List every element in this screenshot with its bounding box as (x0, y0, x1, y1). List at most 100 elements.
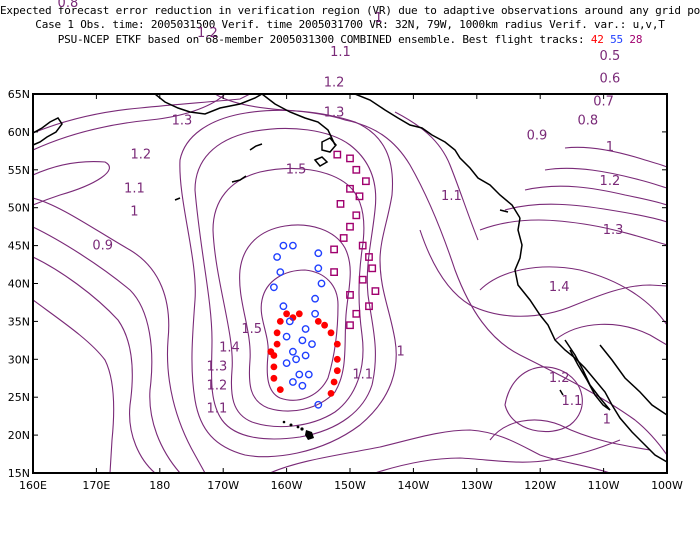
track-28-point (371, 287, 380, 295)
axis-ticks (32, 93, 668, 474)
contour-value-label: 1 (603, 413, 611, 428)
contour-12-left (33, 197, 206, 473)
track-55-point (304, 370, 313, 379)
track-28-point (365, 253, 373, 261)
contour-12-east (479, 266, 667, 326)
contour-09-left (33, 299, 115, 473)
lon-label: 170E (82, 479, 110, 492)
coast-island-c (559, 389, 564, 396)
flight-track-markers (267, 150, 380, 409)
contour-09-upper (33, 94, 226, 151)
lat-label: 60N (8, 126, 30, 139)
track-55-point (292, 355, 300, 364)
track-55-point (282, 332, 291, 341)
track-28-point (330, 245, 338, 254)
contour-value-label: 1.1 (124, 182, 145, 197)
lat-label: 50N (8, 202, 30, 215)
track-28-point (355, 192, 364, 201)
contour-value-label: 1.1 (352, 367, 373, 382)
contour-11-left (33, 226, 181, 473)
track-42-point (327, 390, 335, 397)
title-line-3-text: PSU-NCEP ETKF based on 68-member 2005031… (57, 33, 585, 46)
track-28-point (352, 165, 361, 174)
hawaiian-islands (282, 420, 314, 440)
coastlines (33, 94, 667, 463)
track-42-point (333, 340, 341, 348)
contour-value-label: 1.2 (197, 26, 218, 41)
coast-bc (514, 217, 667, 463)
contour-value-label: 0.9 (527, 129, 548, 144)
contour-value-label: 1.3 (172, 113, 193, 128)
track-55-point (269, 283, 278, 292)
title-line-3: PSU-NCEP ETKF based on 68-member 2005031… (0, 33, 700, 46)
coast-baja (564, 339, 611, 411)
contour-north-east (394, 111, 479, 241)
contour-06-east (544, 167, 667, 189)
track-42-point (330, 378, 338, 386)
lon-label: 160W (271, 479, 303, 492)
lat-label: 20N (8, 429, 30, 442)
track-label-purple: 28 (629, 33, 643, 46)
track-42-point (295, 310, 303, 318)
lat-label: 15N (8, 467, 30, 480)
track-55-point (314, 264, 323, 273)
track-42-point (267, 348, 275, 356)
lon-label: 120W (524, 479, 556, 492)
track-28-point (365, 302, 373, 311)
contour-11-bottom (374, 439, 621, 473)
track-55-point (279, 302, 288, 311)
contour-12-southeast (489, 419, 651, 451)
lon-label: 170W (207, 479, 239, 492)
contour-value-label: 0.9 (92, 238, 113, 253)
contour-value-label: 1.5 (241, 322, 262, 337)
coast-alaska (154, 94, 263, 115)
contour-value-label: 1.1 (441, 189, 462, 204)
track-42-point (321, 321, 328, 329)
track-55-point (288, 347, 297, 356)
track-55-point (301, 325, 310, 333)
track-55-point (311, 294, 319, 303)
lat-label: 35N (8, 315, 30, 328)
coast-alaska-pen (261, 94, 336, 146)
lat-label: 65N (8, 88, 30, 101)
track-55-point (308, 340, 316, 348)
track-42-point (289, 314, 297, 321)
contour-value-label: 1.2 (324, 75, 345, 90)
coast-island-b (174, 197, 181, 201)
contour-value-label: 0.8 (577, 113, 598, 128)
track-55-point (314, 400, 323, 409)
track-42-point (276, 386, 284, 393)
track-55-point (282, 359, 291, 367)
contour-lines (33, 94, 667, 473)
track-28-point (368, 264, 377, 273)
island-molokai (296, 425, 300, 429)
contour-value-label: 1.3 (324, 106, 345, 121)
lon-label: 180 (149, 479, 170, 492)
contour-13-ring (212, 167, 365, 428)
track-42-point (270, 363, 278, 371)
track-55-point (288, 241, 297, 250)
track-42-point (327, 329, 335, 337)
track-28-point (333, 150, 342, 159)
contour-14-east (504, 366, 583, 433)
contour-labels: 0.8 1.1 1.2 1 1.1 1.2 1.3 1.3 1.2 1.1 1 0.9 1.5 0.5 0.… (58, 0, 624, 428)
contour-value-label: 1.4 (219, 341, 240, 356)
track-28-point (362, 177, 370, 186)
track-55-point (285, 317, 294, 326)
track-55-point (298, 336, 307, 345)
lat-label: 55N (8, 164, 30, 177)
lat-label: 45N (8, 240, 30, 253)
contour-value-label: 1 (397, 345, 405, 360)
track-55-point (276, 268, 285, 276)
track-42-point (314, 318, 322, 325)
track-55-point (298, 381, 307, 390)
contour-13-east (554, 323, 667, 346)
contour-07-east (524, 185, 667, 206)
track-28-point (330, 268, 338, 276)
lon-label: 140W (397, 479, 429, 492)
coast-aleutian-3 (321, 137, 337, 153)
contour-1-left (33, 256, 156, 473)
latitude-labels: 65N 60N 55N 50N 45N 40N 35N 30N 25N 20N 15N (8, 88, 30, 480)
contour-14-ring (239, 224, 351, 412)
